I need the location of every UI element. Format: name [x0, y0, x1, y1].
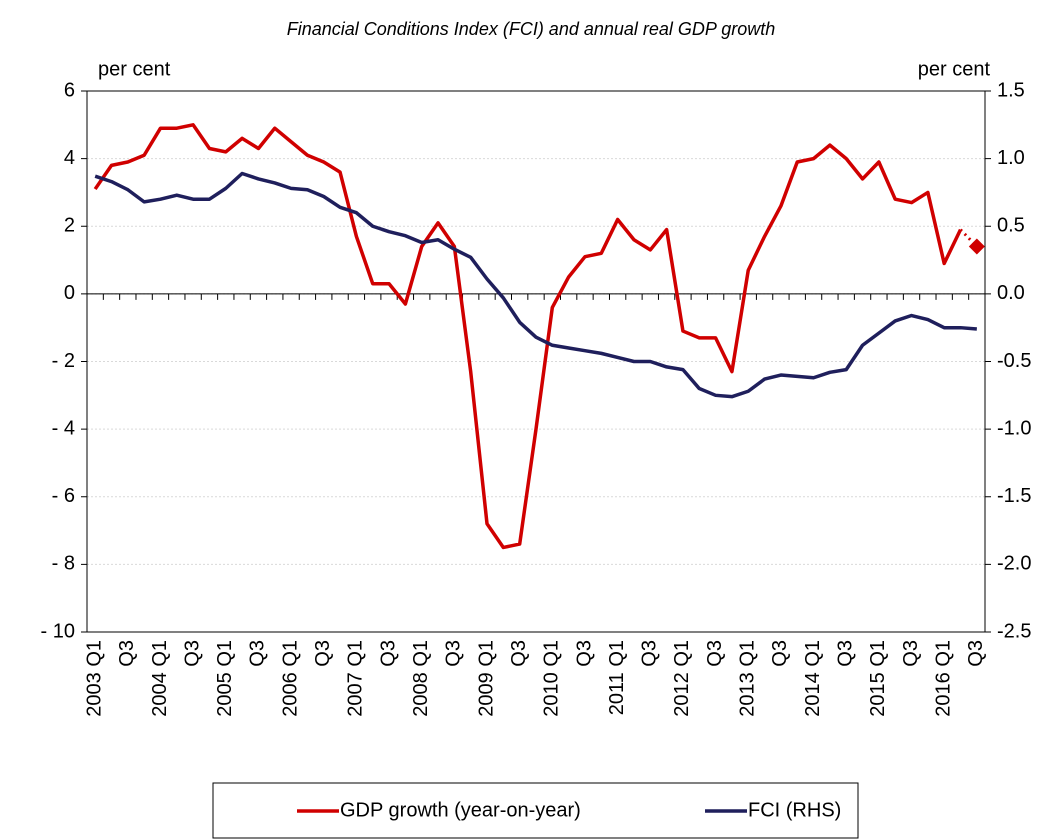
y-tick-label: - 4	[52, 417, 75, 439]
x-tick-label: Q3	[769, 640, 791, 667]
y-tick-label: 4	[64, 147, 75, 169]
legend-label: GDP growth (year-on-year)	[340, 799, 581, 821]
y-axis-label: per cent	[98, 58, 171, 80]
forecast-marker	[968, 238, 985, 255]
x-tick-label: 2004 Q1	[149, 640, 171, 717]
x-tick-label: Q3	[508, 640, 530, 667]
y2-tick-label: -0.5	[997, 350, 1031, 372]
y2-tick-label: -2.5	[997, 620, 1031, 642]
y2-tick-label: -1.0	[997, 417, 1031, 439]
plot-frame	[86, 90, 986, 633]
x-tick-label: 2016 Q1	[932, 640, 954, 717]
y-tick-label: - 8	[52, 553, 75, 575]
x-tick-label: Q3	[312, 640, 334, 667]
x-tick-label: Q3	[181, 640, 203, 667]
y2-tick-label: -1.5	[997, 485, 1031, 507]
x-tick-label: 2010 Q1	[541, 640, 563, 717]
series-line	[93, 123, 963, 550]
chart-title: Financial Conditions Index (FCI) and ann…	[287, 19, 776, 39]
x-tick-label: Q3	[116, 640, 138, 667]
x-tick-label: Q3	[834, 640, 856, 667]
series-line	[94, 171, 977, 399]
y2-tick-label: 1.0	[997, 147, 1025, 169]
x-tick-label: Q3	[443, 640, 465, 667]
y2-tick-label: 0.5	[997, 215, 1025, 237]
x-tick-label: 2005 Q1	[214, 640, 236, 717]
y2-tick-label: 1.5	[997, 79, 1025, 101]
y-tick-label: - 6	[52, 485, 75, 507]
legend-label: FCI (RHS)	[748, 799, 841, 821]
x-tick-label: 2007 Q1	[345, 640, 367, 717]
x-tick-label: Q3	[900, 640, 922, 667]
x-tick-label: Q3	[377, 640, 399, 667]
y-tick-label: 6	[64, 79, 75, 101]
x-tick-label: 2012 Q1	[671, 640, 693, 717]
x-tick-label: 2013 Q1	[737, 640, 759, 717]
x-tick-label: Q3	[573, 640, 595, 667]
x-tick-label: Q3	[639, 640, 661, 667]
x-tick-label: 2011 Q1	[606, 640, 628, 715]
y2-tick-label: 0.0	[997, 282, 1025, 304]
x-tick-label: 2014 Q1	[802, 640, 824, 717]
x-tick-label: Q3	[704, 640, 726, 667]
x-tick-label: 2009 Q1	[475, 640, 497, 717]
legend-box	[212, 782, 859, 839]
y-tick-label: - 10	[41, 620, 75, 642]
x-tick-label: 2003 Q1	[83, 640, 105, 717]
x-tick-label: 2015 Q1	[867, 640, 889, 717]
y2-tick-label: -2.0	[997, 553, 1031, 575]
x-tick-label: 2006 Q1	[279, 640, 301, 717]
y-tick-label: - 2	[52, 350, 75, 372]
y-tick-label: 0	[64, 282, 75, 304]
y-tick-label: 2	[64, 215, 75, 237]
x-tick-label: 2008 Q1	[410, 640, 432, 717]
x-tick-label: Q3	[965, 640, 987, 667]
y2-axis-label: per cent	[918, 58, 991, 80]
x-tick-label: Q3	[247, 640, 269, 667]
